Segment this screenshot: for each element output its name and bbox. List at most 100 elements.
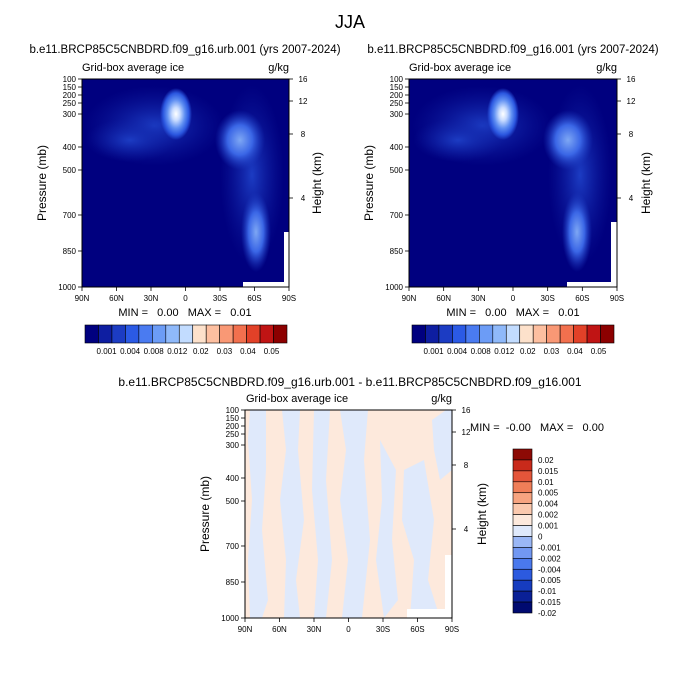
y-right-tick-label: 16 [462,406,471,415]
colorbar-swatch [512,590,533,603]
y-tick-label: 700 [226,542,240,551]
colorbar-label: 0.005 [538,489,559,498]
y-right-tick-label: 8 [629,130,634,139]
colorbar-swatch [512,514,533,526]
missing-data-patch [407,609,445,618]
x-tick-label: 60S [247,294,261,303]
contour-band [215,110,265,170]
colorbar-label: 0.04 [240,347,256,356]
y-right-tick-label: 12 [627,97,636,106]
colorbar-swatch [452,324,467,344]
x-tick-label: 60N [272,625,287,634]
contour-band [85,118,175,162]
y-tick-label: 500 [226,497,240,506]
x-tick-label: 30S [376,625,390,634]
missing-data-patch [567,282,617,287]
x-tick-label: 30N [471,294,486,303]
variable-label: Grid-box average ice [409,62,511,74]
negative-anomaly-region [376,440,398,618]
colorbar-swatch [559,324,574,344]
x-tick-label: 30S [541,294,555,303]
y-tick-label: 850 [226,578,240,587]
x-tick-label: 90S [610,294,624,303]
x-tick-label: 60N [109,294,124,303]
y-tick-label: 400 [63,143,77,152]
y-tick-label: 700 [390,211,404,220]
y-tick-label: 150 [226,414,240,423]
negative-anomaly-region [432,410,452,480]
colorbar-swatch [152,324,167,344]
y-tick-label: 300 [390,110,404,119]
x-tick-label: 90S [282,294,296,303]
y-tick-label: 150 [390,83,404,92]
y-tick-label: 150 [63,83,77,92]
colorbar-swatch [259,324,274,344]
x-ticks: 90N 60N 30N 0 30S 60S 90S [402,287,624,303]
y-tick-label: 100 [63,75,77,84]
colorbar-swatch [573,324,588,344]
colorbar-swatch [512,547,533,559]
y-tick-label: 300 [63,110,77,119]
panel-control: b.e11.BRCP85C5CNBDRD.f09_g16.001 (yrs 20… [362,44,659,356]
colorbar-swatch [600,324,615,344]
colorbar-swatch [512,470,533,483]
colorbar: 0.001 0.004 0.008 0.012 0.02 0.03 0.04 0.05 [84,324,288,356]
y-right-tick-label: 4 [629,194,634,203]
difference-field [248,410,452,618]
colorbar-swatch [111,324,126,344]
x-ticks: 90N 60N 30N 0 30S 60S 90S [75,287,296,303]
y-tick-label: 400 [390,143,404,152]
y-axis-right-title: Height (km) [639,152,653,214]
colorbar-label: 0.001 [97,347,118,356]
y-tick-label: 100 [390,75,404,84]
units-label: g/kg [596,62,617,74]
y-right-ticks: 16 12 8 4 [617,75,636,203]
colorbar-swatch [246,324,261,344]
colorbar-label: -0.005 [538,576,561,585]
y-tick-label: 250 [390,99,404,108]
y-axis-title: Pressure (mb) [198,476,212,552]
colorbar-swatch [512,568,533,581]
y-tick-label: 200 [390,91,404,100]
colorbar-swatch [192,324,207,344]
colorbar-swatch [138,324,153,344]
colorbar-label: 0.04 [567,347,583,356]
colorbar-swatch [512,459,533,472]
colorbar-swatch [512,503,533,515]
colorbar: 0.001 0.004 0.008 0.012 0.02 0.03 0.04 0.05 [411,324,615,356]
colorbar-label: -0.004 [538,565,561,574]
x-tick-label: 30S [213,294,227,303]
colorbar-swatch [125,324,140,344]
colorbar-swatch [273,324,288,344]
x-ticks: 90N 60N 30N 0 30S 60S 90S [238,618,459,634]
y-tick-label: 1000 [385,283,403,292]
panel-difference: b.e11.BRCP85C5CNBDRD.f09_g16.urb.001 - b… [118,375,604,634]
colorbar-swatch [512,481,533,494]
ice-field [412,85,617,287]
y-right-tick-label: 4 [301,194,306,203]
colorbar-swatch [512,558,533,570]
y-axis-title: Pressure (mb) [362,145,376,221]
colorbar-swatch [505,324,521,344]
colorbar-label: 0.02 [520,347,536,356]
y-tick-label: 700 [63,211,77,220]
contour-band [543,110,593,170]
y-right-ticks: 16 12 8 4 [452,406,471,534]
figure-title: JJA [335,12,365,32]
x-tick-label: 0 [183,294,188,303]
y-right-tick-label: 16 [627,75,636,84]
missing-data-patch [243,282,289,287]
colorbar-label: 0.004 [447,347,468,356]
units-label: g/kg [431,393,452,405]
colorbar-swatch [519,324,534,344]
colorbar-label: 0.03 [217,347,233,356]
units-label: g/kg [268,62,289,74]
colorbar-label: 0.001 [538,522,559,531]
panel-title: b.e11.BRCP85C5CNBDRD.f09_g16.001 (yrs 20… [367,44,658,56]
colorbar-swatch [411,324,426,344]
colorbar-swatch [219,324,234,344]
x-tick-label: 0 [511,294,516,303]
colorbar-swatch [512,448,533,461]
